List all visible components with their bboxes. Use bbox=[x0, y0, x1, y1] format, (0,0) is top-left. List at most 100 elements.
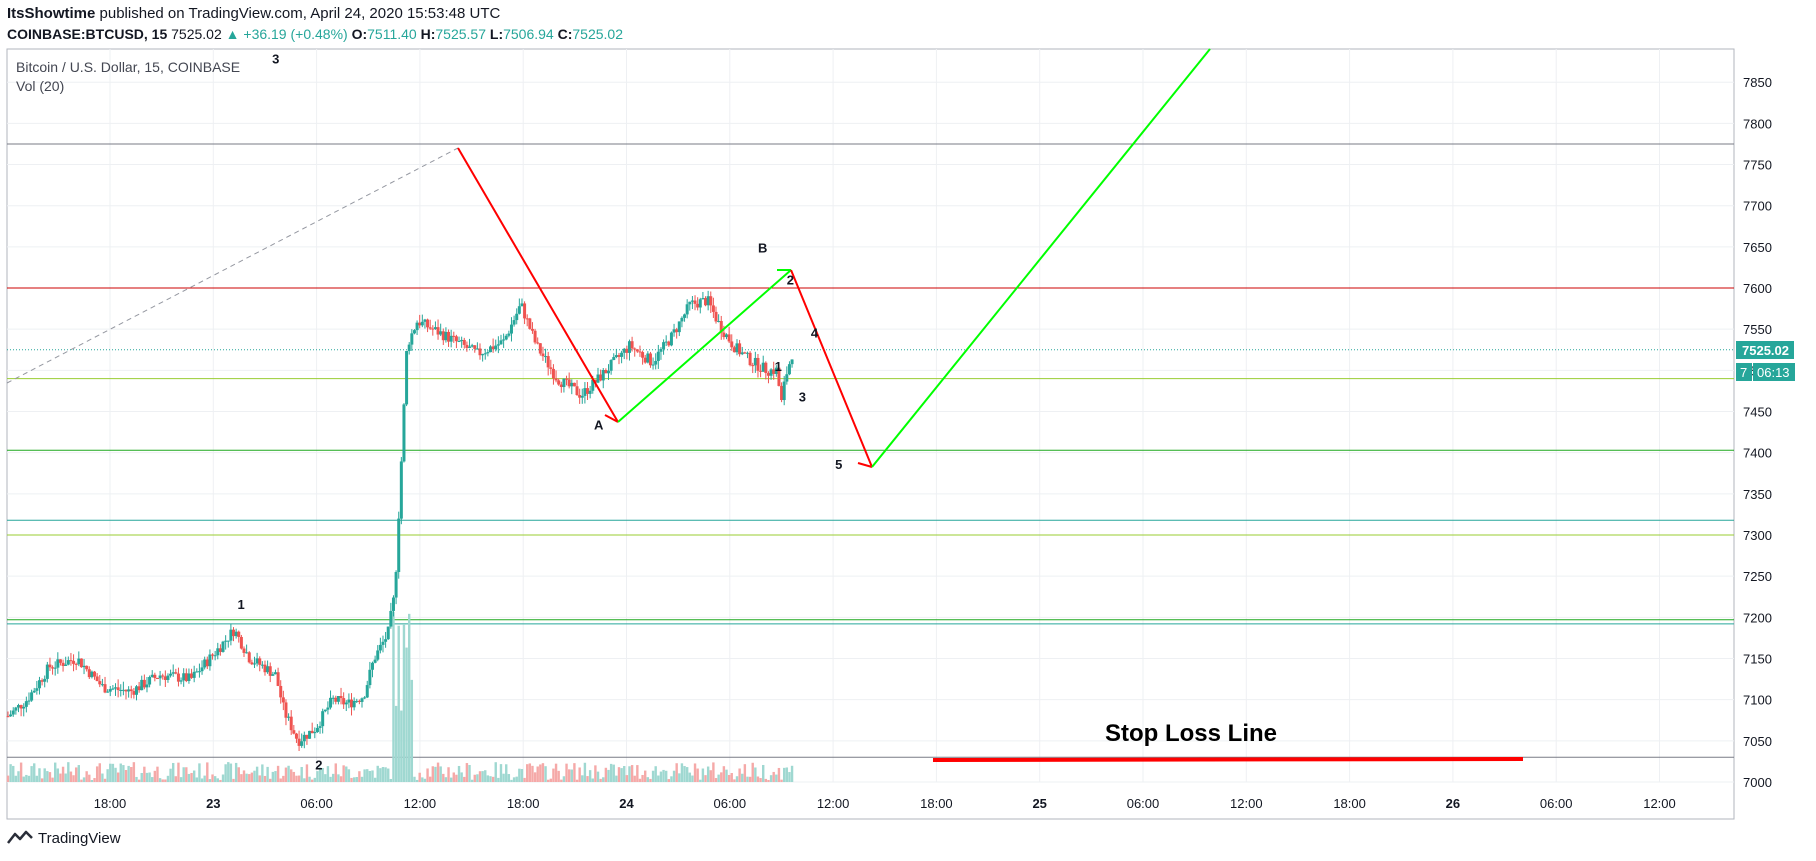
volume-bar bbox=[722, 766, 726, 782]
volume-bar bbox=[544, 766, 547, 782]
volume-bar bbox=[644, 770, 647, 782]
candle-body bbox=[683, 314, 687, 318]
candle-body bbox=[155, 678, 159, 680]
candle-body bbox=[263, 664, 267, 673]
volume-bar bbox=[394, 705, 398, 782]
volume-bar bbox=[782, 767, 786, 782]
volume-bar bbox=[659, 771, 663, 782]
volume-bar bbox=[316, 771, 319, 782]
candle-body bbox=[9, 714, 13, 717]
candle-body bbox=[462, 339, 466, 345]
candle-body bbox=[460, 339, 464, 342]
volume-bar bbox=[208, 779, 212, 782]
candle-body bbox=[606, 370, 610, 374]
candle-body bbox=[350, 699, 354, 708]
close-value: 7525.02 bbox=[572, 26, 623, 42]
candle-body bbox=[315, 727, 319, 733]
candle-body bbox=[638, 351, 642, 353]
volume-bar bbox=[688, 772, 691, 782]
candle-body bbox=[583, 388, 587, 396]
candle-body bbox=[528, 318, 532, 329]
candle-body bbox=[53, 667, 57, 669]
wave-label: B bbox=[758, 241, 767, 256]
volume-bar bbox=[363, 769, 366, 782]
price-axis[interactable]: 7000 7050 7100 7150 7200 7250 7300 7350 7400 7450… bbox=[1743, 75, 1772, 790]
volume-bar bbox=[46, 771, 49, 782]
candle-body bbox=[730, 341, 734, 348]
candle-body bbox=[69, 660, 73, 662]
partial-price-tag: 7 bbox=[1740, 365, 1747, 380]
tradingview-brand: TradingView bbox=[38, 829, 121, 847]
candle-body bbox=[725, 334, 729, 338]
volume-bar bbox=[179, 777, 183, 782]
price-tick-label: 7750 bbox=[1743, 158, 1772, 173]
volume-bar bbox=[384, 767, 387, 782]
stop-loss-label[interactable]: Stop Loss Line bbox=[1105, 720, 1277, 747]
volume-bar bbox=[489, 776, 492, 782]
volume-bar bbox=[376, 765, 379, 782]
volume-bar bbox=[221, 774, 225, 782]
volume-bar bbox=[678, 773, 681, 782]
candle-body bbox=[276, 672, 280, 686]
candle-body bbox=[239, 636, 243, 649]
candle-body bbox=[669, 332, 673, 346]
tradingview-footer[interactable]: TradingView bbox=[6, 829, 121, 847]
candle-body bbox=[310, 730, 314, 734]
volume-bar bbox=[284, 767, 288, 782]
open-label: O: bbox=[351, 26, 368, 42]
author-name[interactable]: ItsShowtime bbox=[7, 5, 96, 22]
candle-body bbox=[565, 378, 569, 380]
volume-bar bbox=[633, 775, 636, 782]
volume-bar bbox=[457, 765, 461, 782]
candle-body bbox=[360, 698, 364, 702]
candle-body bbox=[176, 673, 180, 682]
candle-body bbox=[336, 696, 340, 702]
wave-label: A bbox=[594, 418, 604, 433]
wave-label: 3 bbox=[272, 51, 279, 66]
candle-body bbox=[305, 734, 309, 739]
wave-label: 5 bbox=[835, 457, 842, 472]
wave-label: 2 bbox=[315, 758, 322, 773]
volume-bar bbox=[119, 763, 122, 782]
price-tick-label: 7550 bbox=[1743, 322, 1772, 337]
volume-bar bbox=[368, 770, 372, 782]
candle-body bbox=[664, 341, 668, 343]
volume-bar bbox=[114, 767, 117, 782]
candle-body bbox=[622, 348, 626, 353]
volume-bar bbox=[232, 778, 235, 782]
volume-bar bbox=[14, 775, 18, 782]
green-wave-line-up bbox=[617, 269, 792, 423]
candle-body bbox=[352, 701, 356, 708]
volume-bar bbox=[124, 770, 128, 782]
price-tick-label: 7850 bbox=[1743, 75, 1772, 90]
candle-body bbox=[226, 640, 230, 642]
volume-bar bbox=[691, 775, 694, 782]
volume-bar bbox=[554, 763, 558, 782]
price-tick-label: 7300 bbox=[1743, 528, 1772, 543]
volume-bar bbox=[651, 770, 655, 782]
volume-bar bbox=[685, 767, 689, 782]
candle-body bbox=[153, 674, 157, 679]
time-tick-label: 12:00 bbox=[404, 796, 437, 811]
wave-label: 3 bbox=[799, 390, 806, 405]
candle-body bbox=[100, 684, 104, 686]
candle-body bbox=[119, 689, 123, 691]
candle-body bbox=[717, 320, 721, 322]
volume-bar bbox=[756, 776, 760, 782]
volume-bar bbox=[305, 764, 309, 782]
annotations[interactable]: Stop Loss Line bbox=[1105, 720, 1277, 747]
candle-body bbox=[378, 644, 382, 651]
candle-body bbox=[163, 676, 167, 680]
candle-body bbox=[211, 654, 215, 656]
candle-body bbox=[289, 716, 293, 731]
candle-body bbox=[174, 672, 178, 674]
volume-bar bbox=[274, 771, 277, 782]
drawings[interactable] bbox=[6, 48, 1524, 762]
candle-body bbox=[512, 320, 516, 325]
volume-bar bbox=[575, 779, 579, 782]
time-axis[interactable]: 18:00 23 06:00 12:00 18:00 24 06:00 12:00 18:00 2… bbox=[94, 796, 1676, 811]
low-value: 7506.94 bbox=[503, 26, 554, 42]
volume-bar bbox=[436, 762, 440, 782]
candle-body bbox=[722, 332, 726, 338]
